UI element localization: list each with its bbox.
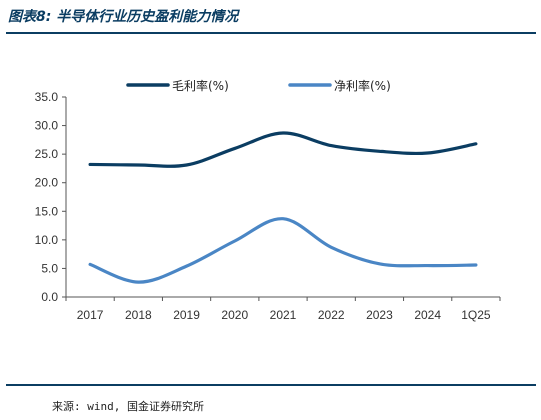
y-tick-label: 10.0: [35, 233, 59, 247]
x-tick-label: 2020: [221, 308, 248, 322]
legend-label-1: 毛利率(%): [172, 78, 229, 93]
chart-axes: 0.0 5.0 10.0 15.0 20.0 25.0 30.0 35.0 2017 2018 20…: [35, 90, 501, 322]
y-tick-label: 30.0: [35, 119, 59, 133]
x-tick-label: 2018: [125, 308, 152, 322]
title-divider: [6, 32, 536, 34]
y-tick-label: 5.0: [41, 261, 58, 275]
source-note: 来源: wind, 国金证券研究所: [52, 400, 204, 413]
chart-series: [88, 131, 478, 284]
y-tick-label: 0.0: [41, 290, 58, 304]
chart-legend: 毛利率(%) 净利率(%): [126, 78, 391, 93]
x-tick-label: 2024: [414, 308, 441, 322]
x-tick-label: 2019: [173, 308, 200, 322]
x-tick-label: 2017: [77, 308, 104, 322]
figure-title: 图表8: 半导体行业历史盈利能力情况: [8, 9, 239, 25]
series-line-2: [88, 217, 478, 284]
x-tick-label: 2021: [270, 308, 297, 322]
x-tick-label: 2023: [366, 308, 393, 322]
y-tick-label: 20.0: [35, 176, 59, 190]
legend-label-2: 净利率(%): [334, 78, 391, 93]
x-tick-label: 1Q25: [461, 308, 491, 322]
y-tick-label: 15.0: [35, 204, 59, 218]
y-tick-label: 35.0: [35, 90, 59, 104]
line-chart: 毛利率(%) 净利率(%) 0.0 5.0 10.0 15.0 20.0 25.0 30.0 3…: [35, 78, 501, 322]
x-tick-label: 2022: [318, 308, 345, 322]
bottom-divider: [6, 384, 536, 386]
y-tick-label: 25.0: [35, 147, 59, 161]
series-line-1: [88, 131, 478, 168]
